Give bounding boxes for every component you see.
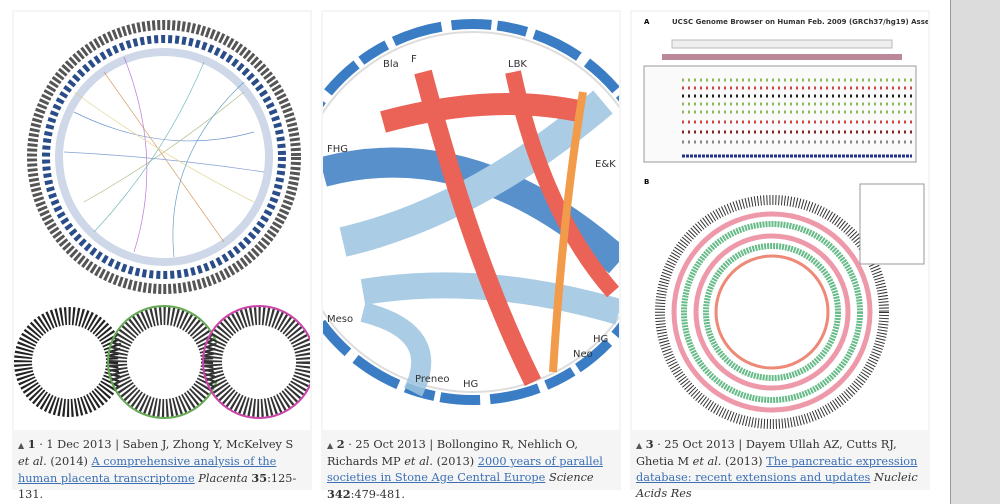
figure-chord-stone-age[interactable]: Bla F LBK E&K FHG Meso Preneo HG Neo HG [323,12,619,430]
triangle-up-icon[interactable]: ▲ [636,441,643,450]
result-caption-3: ▲ 3 · 25 Oct 2013 | Dayem Ullah AZ, Cutt… [636,437,918,500]
figure-genome-browser[interactable]: A UCSC Genome Browser on Human Feb. 2009… [632,12,928,430]
pages: :479-481. [350,488,405,501]
result-date: 25 Oct 2013 [664,438,735,451]
article-link[interactable]: A comprehensive analysis of the human pl… [18,455,277,485]
article-link[interactable]: The pancreatic expression database: rece… [636,455,918,484]
year: (2014) [50,455,88,468]
chord-label: Meso [327,314,353,325]
figure-circos-placenta[interactable] [14,12,310,430]
et-al: et al. [18,455,47,468]
article-link[interactable]: 2000 years of parallel societies in Ston… [327,455,603,484]
chord-label: Preneo [415,374,450,385]
result-number: 2 [336,437,345,451]
result-caption-1: ▲ 1 · 1 Dec 2013 | Saben J, Zhong Y, McK… [18,437,297,501]
chord-label: HG [593,334,608,345]
result-date: 1 Dec 2013 [46,438,112,451]
year: (2013) [436,455,475,468]
panel-label: B [644,178,649,186]
side-panel [950,0,1000,504]
chord-label: Bla [383,59,399,70]
et-al: et al. [404,455,434,468]
result-number: 1 [27,437,36,451]
triangle-up-icon[interactable]: ▲ [18,441,25,450]
chord-label: LBK [508,59,527,70]
browser-heading: UCSC Genome Browser on Human Feb. 2009 (… [672,18,928,26]
chord-label: FHG [327,144,348,155]
chord-label: E&K [595,159,616,170]
chord-label: HG [463,379,478,390]
result-date: 25 Oct 2013 [355,438,426,451]
result-card-2: Bla F LBK E&K FHG Meso Preneo HG Neo HG … [321,10,621,501]
result-number: 3 [645,437,654,451]
et-al: et al. [692,455,722,468]
result-card-1: ▲ 1 · 1 Dec 2013 | Saben J, Zhong Y, McK… [12,10,312,501]
authors: Bollongino R, Nehlich O, Richards MP [327,438,578,468]
result-card-3: A UCSC Genome Browser on Human Feb. 2009… [630,10,930,500]
volume: 342 [327,487,351,501]
journal: Nucleic Acids Res [636,471,918,500]
chord-label: Neo [573,349,593,360]
result-caption-2: ▲ 2 · 25 Oct 2013 | Bollongino R, Nehlic… [327,437,603,501]
chord-label: F [411,54,417,65]
panel-label: A [644,18,650,26]
journal: Placenta [198,472,248,485]
volume: 35 [251,471,268,485]
journal: Science [548,471,594,484]
authors: Saben J, Zhong Y, McKelvey S [122,438,294,451]
year: (2013) [725,455,763,468]
authors: Dayem Ullah AZ, Cutts RJ, Ghetia M [636,438,897,468]
pages: :125-131. [18,472,297,501]
triangle-up-icon[interactable]: ▲ [327,441,334,450]
